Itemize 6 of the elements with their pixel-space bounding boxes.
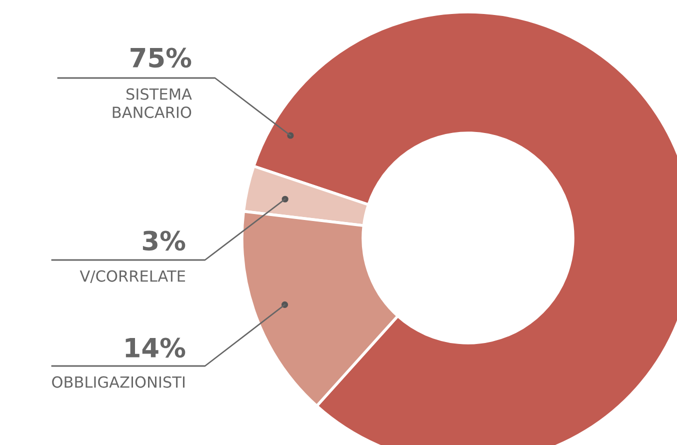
- data-label: 3%: [142, 230, 186, 251]
- slice-label: OBBLIGAZIONISTI: [52, 376, 184, 388]
- slice-label: SISTEMA BANCARIO: [112, 88, 192, 118]
- data-label: 75%: [130, 48, 192, 68]
- slice-label: V/CORRELATE: [80, 270, 186, 284]
- data-label: 14%: [126, 338, 186, 358]
